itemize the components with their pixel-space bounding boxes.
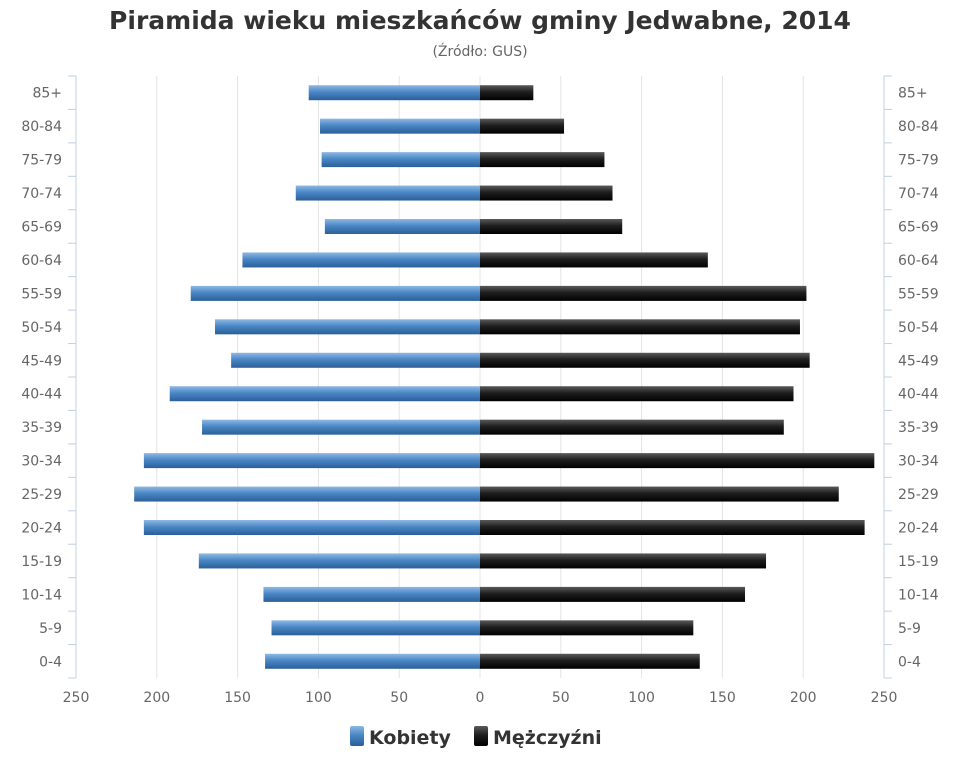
bar-female[interactable] — [143, 520, 480, 535]
grid-layer — [68, 75, 892, 679]
chart-subtitle: (Źródło: GUS) — [432, 44, 528, 60]
bar-female[interactable] — [134, 486, 480, 502]
bar-male[interactable] — [480, 319, 800, 335]
legend[interactable]: Kobiety Mężczyźni — [350, 726, 602, 749]
y-tick-label-left: 55-59 — [21, 286, 62, 302]
y-tick-label-right: 50-54 — [898, 320, 939, 336]
bar-male[interactable] — [480, 152, 605, 168]
label-layer: 250 200 150 100 50 0 50 100 150 200 250 85+ 85+ 80-84… — [21, 86, 938, 706]
y-tick-label-left: 40-44 — [21, 387, 62, 403]
y-tick-label-right: 0-4 — [898, 654, 921, 670]
bar-female[interactable] — [295, 185, 480, 201]
y-tick-label-right: 15-19 — [898, 554, 939, 570]
y-tick-label-left: 5-9 — [39, 621, 62, 637]
bar-male[interactable] — [480, 520, 865, 535]
x-tick-label: 250 — [871, 690, 898, 706]
y-tick-label-right: 40-44 — [898, 387, 939, 403]
bar-male[interactable] — [480, 653, 700, 669]
x-tick-label: 250 — [63, 690, 90, 706]
legend-label-mezczyzni[interactable]: Mężczyźni — [493, 727, 602, 749]
bar-female[interactable] — [308, 85, 480, 101]
bar-female[interactable] — [271, 620, 480, 636]
y-tick-label-left: 70-74 — [21, 186, 62, 202]
x-tick-label: 150 — [224, 690, 251, 706]
bar-female[interactable] — [320, 118, 480, 134]
y-tick-label-right: 85+ — [898, 86, 928, 102]
y-tick-label-right: 20-24 — [898, 521, 939, 537]
bar-female[interactable] — [231, 352, 480, 368]
y-tick-label-right: 25-29 — [898, 487, 939, 503]
y-tick-label-right: 35-39 — [898, 420, 939, 436]
bar-female[interactable] — [242, 252, 480, 268]
bar-male[interactable] — [480, 85, 534, 101]
x-tick-label: 100 — [628, 690, 655, 706]
y-tick-label-right: 65-69 — [898, 220, 939, 236]
y-tick-label-left: 60-64 — [21, 253, 62, 269]
y-tick-label-right: 10-14 — [898, 587, 939, 603]
bar-female[interactable] — [324, 219, 480, 234]
bar-female[interactable] — [169, 386, 480, 402]
y-tick-label-left: 10-14 — [21, 587, 62, 603]
y-tick-label-right: 80-84 — [898, 119, 939, 135]
y-tick-label-left: 15-19 — [21, 554, 62, 570]
bar-male[interactable] — [480, 118, 565, 134]
bar-male[interactable] — [480, 252, 708, 268]
bar-male[interactable] — [480, 185, 613, 201]
y-tick-label-left: 45-49 — [21, 353, 62, 369]
y-tick-label-right: 45-49 — [898, 353, 939, 369]
y-tick-label-right: 30-34 — [898, 454, 939, 470]
x-tick-label: 100 — [305, 690, 332, 706]
legend-swatch-mezczyzni[interactable] — [474, 726, 488, 746]
legend-swatch-kobiety[interactable] — [350, 726, 364, 746]
x-tick-label: 150 — [709, 690, 736, 706]
bar-male[interactable] — [480, 553, 767, 569]
y-tick-label-left: 20-24 — [21, 521, 62, 537]
bar-male[interactable] — [480, 419, 784, 435]
bar-female[interactable] — [265, 653, 480, 669]
y-tick-label-left: 65-69 — [21, 220, 62, 236]
x-tick-label: 50 — [390, 690, 408, 706]
y-tick-label-left: 75-79 — [21, 153, 62, 169]
x-tick-label: 50 — [552, 690, 570, 706]
bar-male[interactable] — [480, 620, 694, 636]
bar-female[interactable] — [202, 419, 480, 435]
y-tick-label-right: 5-9 — [898, 621, 921, 637]
chart-title: Piramida wieku mieszkańców gminy Jedwabn… — [109, 6, 851, 35]
bar-male[interactable] — [480, 586, 746, 602]
bar-female[interactable] — [143, 453, 480, 469]
x-tick-label: 0 — [476, 690, 485, 706]
bar-female[interactable] — [263, 586, 480, 602]
y-tick-label-right: 60-64 — [898, 253, 939, 269]
y-tick-label-left: 80-84 — [21, 119, 62, 135]
bar-male[interactable] — [480, 219, 623, 234]
y-tick-label-left: 0-4 — [39, 654, 62, 670]
bar-male[interactable] — [480, 352, 810, 368]
bar-male[interactable] — [480, 486, 839, 502]
bar-male[interactable] — [480, 453, 875, 469]
bar-female[interactable] — [321, 152, 480, 168]
y-tick-label-left: 85+ — [32, 86, 62, 102]
bar-female[interactable] — [190, 285, 480, 301]
y-tick-label-left: 25-29 — [21, 487, 62, 503]
bar-layer — [134, 85, 875, 669]
bar-female[interactable] — [198, 553, 481, 569]
y-tick-label-left: 50-54 — [21, 320, 62, 336]
bar-male[interactable] — [480, 285, 807, 301]
x-tick-label: 200 — [143, 690, 170, 706]
y-tick-label-right: 75-79 — [898, 153, 939, 169]
bar-female[interactable] — [214, 319, 480, 335]
legend-label-kobiety[interactable]: Kobiety — [369, 727, 452, 749]
x-tick-label: 200 — [790, 690, 817, 706]
bar-male[interactable] — [480, 386, 794, 402]
y-tick-label-right: 70-74 — [898, 186, 939, 202]
y-tick-label-left: 35-39 — [21, 420, 62, 436]
y-tick-label-right: 55-59 — [898, 286, 939, 302]
y-tick-label-left: 30-34 — [21, 454, 62, 470]
